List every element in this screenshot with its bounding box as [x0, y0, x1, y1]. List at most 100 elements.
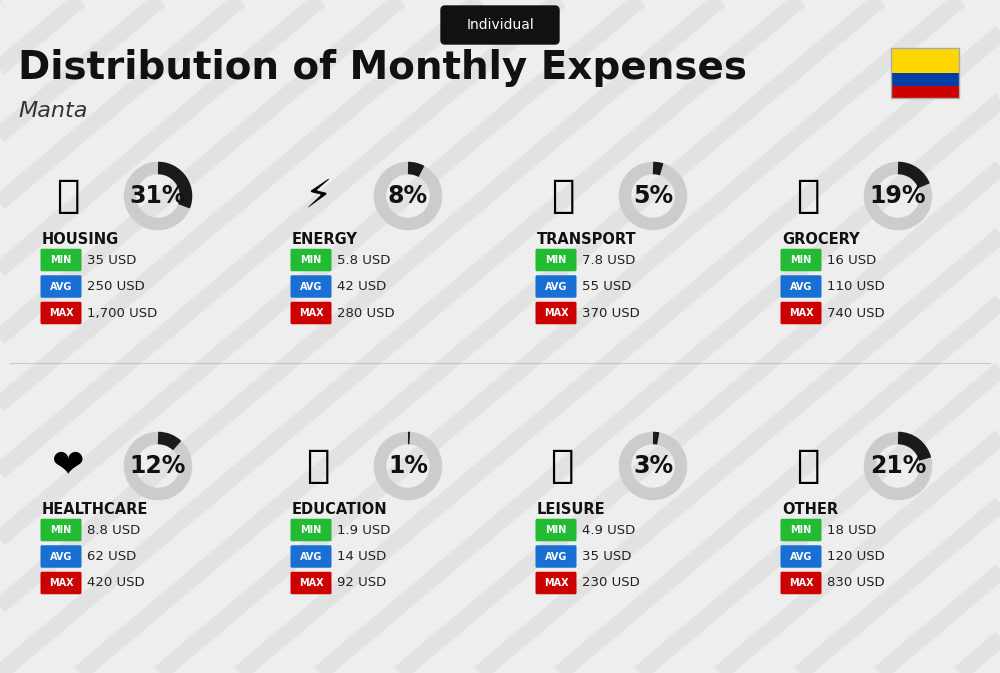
Text: HEALTHCARE: HEALTHCARE	[42, 502, 148, 517]
Text: 92 USD: 92 USD	[337, 577, 386, 590]
Text: LEISURE: LEISURE	[537, 502, 606, 517]
Text: AVG: AVG	[300, 281, 322, 291]
Text: MAX: MAX	[544, 308, 568, 318]
Text: 280 USD: 280 USD	[337, 306, 395, 320]
FancyBboxPatch shape	[40, 519, 82, 541]
Bar	[891, 48, 959, 73]
Text: 35 USD: 35 USD	[87, 254, 136, 267]
Text: 370 USD: 370 USD	[582, 306, 640, 320]
Text: 4.9 USD: 4.9 USD	[582, 524, 635, 536]
Text: AVG: AVG	[545, 551, 567, 561]
Text: 18 USD: 18 USD	[827, 524, 876, 536]
Text: 8.8 USD: 8.8 USD	[87, 524, 140, 536]
Text: 🎓: 🎓	[306, 447, 330, 485]
FancyBboxPatch shape	[290, 545, 332, 568]
Text: AVG: AVG	[50, 551, 72, 561]
Text: MIN: MIN	[790, 525, 812, 535]
Text: AVG: AVG	[790, 281, 812, 291]
Text: 830 USD: 830 USD	[827, 577, 885, 590]
Text: 1,700 USD: 1,700 USD	[87, 306, 157, 320]
Text: MIN: MIN	[545, 255, 567, 265]
Text: Manta: Manta	[18, 101, 87, 121]
Text: 740 USD: 740 USD	[827, 306, 885, 320]
FancyBboxPatch shape	[536, 519, 576, 541]
Text: 5%: 5%	[633, 184, 673, 208]
FancyBboxPatch shape	[40, 302, 82, 324]
FancyBboxPatch shape	[290, 519, 332, 541]
FancyBboxPatch shape	[780, 519, 822, 541]
Text: MAX: MAX	[49, 578, 73, 588]
Text: MAX: MAX	[789, 578, 813, 588]
FancyBboxPatch shape	[536, 275, 576, 297]
FancyBboxPatch shape	[780, 275, 822, 297]
FancyBboxPatch shape	[40, 249, 82, 271]
FancyBboxPatch shape	[780, 249, 822, 271]
Text: MIN: MIN	[300, 525, 322, 535]
FancyBboxPatch shape	[780, 572, 822, 594]
Text: 🏢: 🏢	[56, 177, 80, 215]
Text: 🚌: 🚌	[551, 177, 575, 215]
FancyBboxPatch shape	[780, 545, 822, 568]
Text: 62 USD: 62 USD	[87, 550, 136, 563]
FancyBboxPatch shape	[290, 572, 332, 594]
Text: 230 USD: 230 USD	[582, 577, 640, 590]
Text: OTHER: OTHER	[782, 502, 838, 517]
FancyBboxPatch shape	[536, 249, 576, 271]
Text: 8%: 8%	[388, 184, 428, 208]
Text: 12%: 12%	[130, 454, 186, 478]
Text: MIN: MIN	[790, 255, 812, 265]
FancyBboxPatch shape	[290, 302, 332, 324]
Text: 14 USD: 14 USD	[337, 550, 386, 563]
Text: MAX: MAX	[299, 308, 323, 318]
Text: AVG: AVG	[545, 281, 567, 291]
Text: 1%: 1%	[388, 454, 428, 478]
Text: EDUCATION: EDUCATION	[292, 502, 388, 517]
Text: 42 USD: 42 USD	[337, 280, 386, 293]
Text: 420 USD: 420 USD	[87, 577, 145, 590]
FancyBboxPatch shape	[536, 302, 576, 324]
Text: AVG: AVG	[790, 551, 812, 561]
Text: GROCERY: GROCERY	[782, 232, 860, 247]
Text: MAX: MAX	[299, 578, 323, 588]
Text: 5.8 USD: 5.8 USD	[337, 254, 390, 267]
Bar	[891, 85, 959, 98]
Text: MAX: MAX	[49, 308, 73, 318]
Text: AVG: AVG	[50, 281, 72, 291]
Bar	[891, 73, 959, 85]
Text: MIN: MIN	[300, 255, 322, 265]
Text: 7.8 USD: 7.8 USD	[582, 254, 635, 267]
Text: TRANSPORT: TRANSPORT	[537, 232, 637, 247]
Text: 55 USD: 55 USD	[582, 280, 631, 293]
FancyBboxPatch shape	[780, 302, 822, 324]
Text: MIN: MIN	[545, 525, 567, 535]
Text: 21%: 21%	[870, 454, 926, 478]
Bar	[891, 48, 959, 98]
Text: 16 USD: 16 USD	[827, 254, 876, 267]
Text: 1.9 USD: 1.9 USD	[337, 524, 390, 536]
Text: AVG: AVG	[300, 551, 322, 561]
FancyBboxPatch shape	[40, 572, 82, 594]
Text: MIN: MIN	[50, 255, 72, 265]
Text: 120 USD: 120 USD	[827, 550, 885, 563]
Text: MAX: MAX	[789, 308, 813, 318]
Text: 250 USD: 250 USD	[87, 280, 145, 293]
Text: 35 USD: 35 USD	[582, 550, 631, 563]
Text: 110 USD: 110 USD	[827, 280, 885, 293]
Text: 19%: 19%	[870, 184, 926, 208]
FancyBboxPatch shape	[536, 545, 576, 568]
Text: 🛒: 🛒	[796, 177, 820, 215]
Text: Distribution of Monthly Expenses: Distribution of Monthly Expenses	[18, 49, 747, 87]
Text: 🛍️: 🛍️	[551, 447, 575, 485]
Text: 💰: 💰	[796, 447, 820, 485]
Text: MIN: MIN	[50, 525, 72, 535]
Text: ⚡: ⚡	[304, 177, 332, 215]
FancyBboxPatch shape	[536, 572, 576, 594]
FancyBboxPatch shape	[290, 275, 332, 297]
Text: MAX: MAX	[544, 578, 568, 588]
FancyBboxPatch shape	[40, 275, 82, 297]
FancyBboxPatch shape	[40, 545, 82, 568]
Text: HOUSING: HOUSING	[42, 232, 119, 247]
FancyBboxPatch shape	[441, 6, 559, 44]
Text: Individual: Individual	[466, 18, 534, 32]
Text: ❤️: ❤️	[52, 447, 84, 485]
